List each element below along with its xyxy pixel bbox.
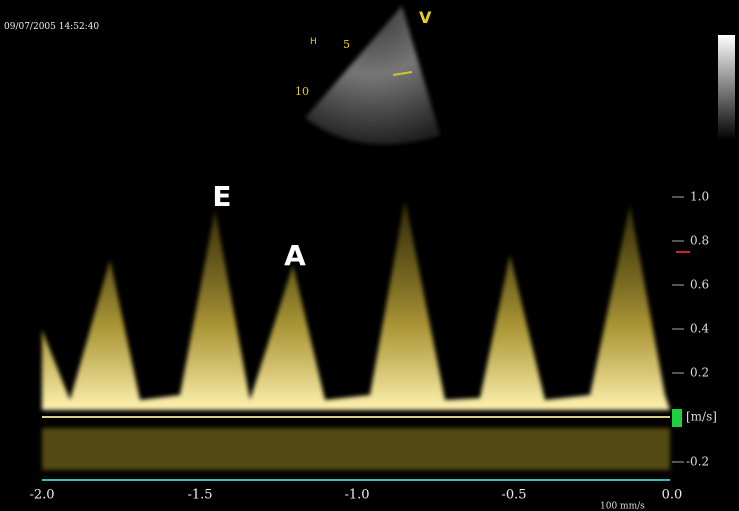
timestamp: 09/07/2005 14:52:40 <box>4 22 99 32</box>
time-tick-label: -0.5 <box>501 488 526 503</box>
baseline-marker <box>672 409 682 427</box>
time-tick-label: -1.0 <box>344 488 369 503</box>
wave-label: E <box>212 180 231 213</box>
velocity-tick-label: 0.4 <box>690 322 709 336</box>
velocity-tick-label: 1.0 <box>690 190 709 204</box>
velocity-tick-label: -0.2 <box>686 455 709 469</box>
velocity-tick-label: 0.6 <box>690 278 709 292</box>
velocity-tick-label: 0.2 <box>690 366 709 380</box>
view-marker: V <box>419 8 432 27</box>
time-tick-label: -1.5 <box>187 488 212 503</box>
ultrasound-screen: 09/07/2005 14:52:40 V H 5 10 E A 1.0 0.8… <box>0 0 739 511</box>
probe-marker: H <box>310 37 317 47</box>
gray-scale-bar <box>718 35 735 140</box>
sweep-speed: 100 mm/s <box>600 502 645 511</box>
time-tick-label: 0.0 <box>662 488 683 503</box>
wave-label: A <box>284 239 306 272</box>
time-tick-label: -2.0 <box>29 488 54 503</box>
depth-label: 10 <box>295 85 309 98</box>
velocity-unit: [m/s] <box>686 410 717 424</box>
velocity-tick-label: 0.8 <box>690 234 709 248</box>
depth-label: 5 <box>343 38 350 51</box>
